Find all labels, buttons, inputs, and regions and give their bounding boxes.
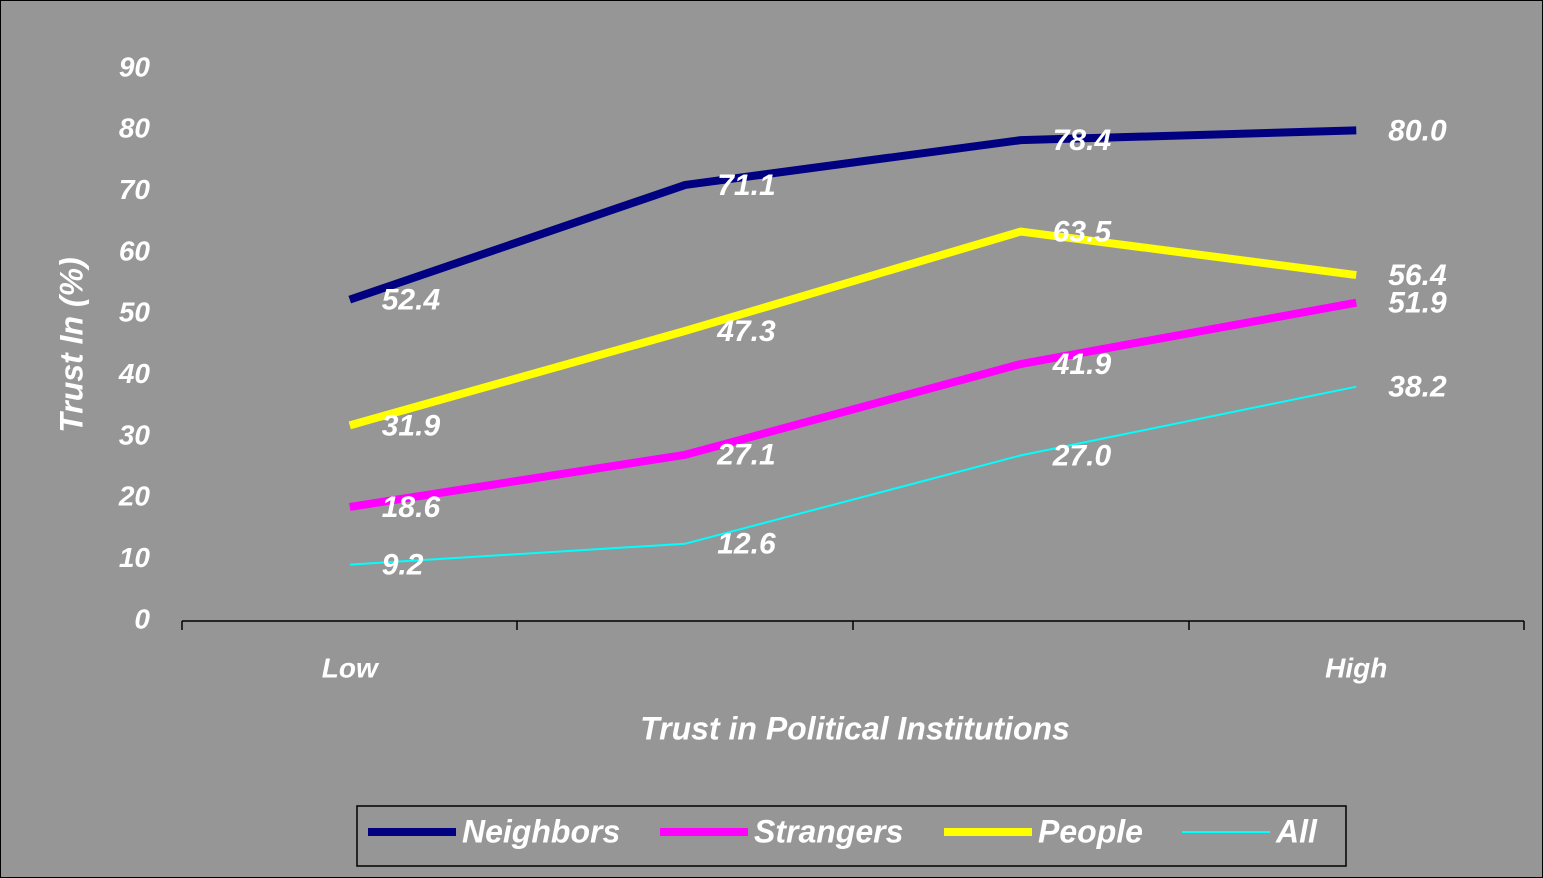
x-axis-label: Trust in Political Institutions [640,710,1070,746]
legend-label: Neighbors [462,813,620,849]
data-label: 80.0 [1388,114,1447,147]
series-line [349,385,1357,566]
data-label: 47.3 [716,315,776,348]
y-tick-label: 90 [119,51,151,82]
y-tick-label: 50 [119,297,151,328]
data-label: 38.2 [1388,371,1447,404]
data-label: 18.6 [382,491,441,524]
series-line [348,227,1357,430]
y-tick-label: 70 [119,174,151,205]
data-label: 71.1 [717,169,775,202]
x-tick-label: High [1325,652,1387,683]
data-label: 52.4 [382,284,441,317]
legend-label: People [1038,813,1143,849]
data-label: 78.4 [1053,124,1112,157]
y-tick-label: 80 [119,113,151,144]
data-label: 9.2 [382,548,424,581]
series-line [348,126,1357,304]
legend [356,805,1347,867]
y-tick-label: 10 [119,542,151,573]
legend-label: All [1275,813,1318,849]
x-tick-label: Low [322,652,380,683]
data-label: 41.9 [1052,348,1112,381]
y-tick-label: 20 [118,481,151,512]
y-axis-label: Trust In (%) [53,257,89,432]
legend-label: Strangers [754,813,903,849]
data-label: 63.5 [1053,215,1113,248]
y-tick-label: 60 [119,235,151,266]
y-tick-label: 30 [119,419,151,450]
data-label: 56.4 [1388,259,1447,292]
x-axis-ticks [181,621,1525,630]
y-tick-label: 0 [134,603,150,634]
data-label: 27.0 [1052,439,1112,472]
series-line [349,298,1357,511]
data-label: 12.6 [717,528,776,561]
y-tick-label: 40 [118,358,151,389]
data-label: 27.1 [716,439,775,472]
data-label: 31.9 [382,409,441,442]
data-label: 51.9 [1388,287,1447,320]
